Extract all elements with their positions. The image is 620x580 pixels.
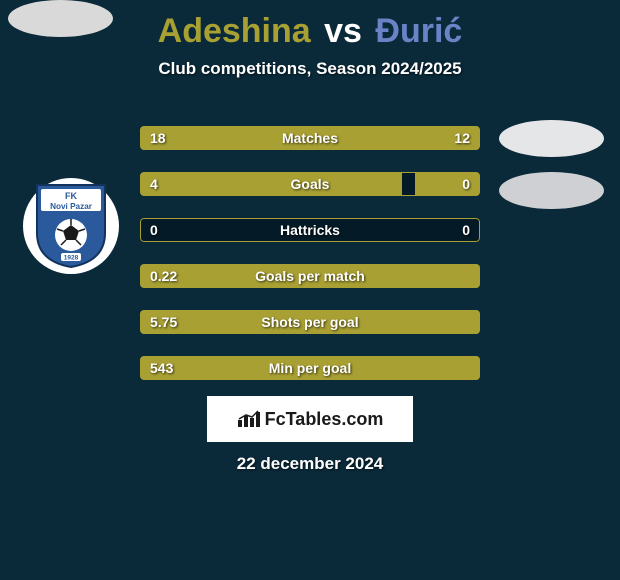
player2-name: Đurić (375, 12, 462, 50)
stat-row: 0Hattricks0 (140, 218, 480, 242)
stat-row: 5.75Shots per goal (140, 310, 480, 334)
club-badge: FK Novi Pazar 1928 (33, 183, 109, 269)
shield-icon: FK Novi Pazar 1928 (33, 183, 109, 269)
stat-value-right: 0 (462, 218, 470, 242)
stat-row: 543Min per goal (140, 356, 480, 380)
stat-label: Matches (140, 126, 480, 150)
stat-row: 0.22Goals per match (140, 264, 480, 288)
stat-value-right: 12 (454, 126, 470, 150)
comparison-container: Adeshina vs Đurić Club competitions, Sea… (0, 0, 620, 580)
subtitle: Club competitions, Season 2024/2025 (0, 59, 620, 79)
badge-fk-text: FK (65, 191, 77, 201)
stat-row: 18Matches12 (140, 126, 480, 150)
stat-label: Hattricks (140, 218, 480, 242)
badge-club-text: Novi Pazar (50, 202, 93, 211)
brand-text: FcTables.com (265, 409, 384, 430)
player1-club-badge: FK Novi Pazar 1928 (23, 178, 119, 274)
date-text: 22 december 2024 (0, 454, 620, 474)
stat-label: Goals per match (140, 264, 480, 288)
stat-value-right: 0 (462, 172, 470, 196)
vs-text: vs (324, 12, 362, 50)
player2-club-placeholder (499, 172, 604, 209)
stat-label: Shots per goal (140, 310, 480, 334)
badge-year-text: 1928 (64, 255, 79, 262)
stat-label: Min per goal (140, 356, 480, 380)
brand-chart-icon (237, 410, 261, 428)
brand-badge[interactable]: FcTables.com (207, 396, 413, 442)
stat-row: 4Goals0 (140, 172, 480, 196)
player1-name: Adeshina (158, 12, 311, 50)
player2-photo-placeholder (499, 120, 604, 157)
stats-panel: 18Matches124Goals00Hattricks00.22Goals p… (140, 126, 480, 402)
player1-photo-placeholder (8, 0, 113, 37)
stat-label: Goals (140, 172, 480, 196)
